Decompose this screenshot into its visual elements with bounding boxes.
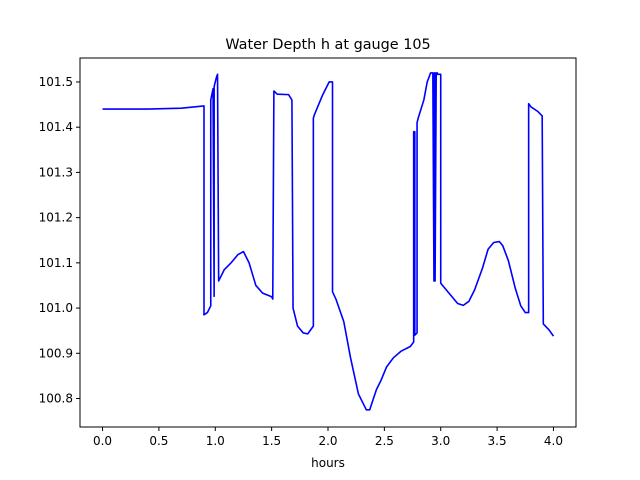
x-tick-label: 0.5: [149, 434, 168, 448]
y-tick-label: 101.1: [39, 256, 73, 270]
x-axis: 0.0 0.5 1.0 1.5 2.0 2.5 3.0 3.5 4.0: [93, 427, 563, 448]
x-tick-label: 0.0: [93, 434, 112, 448]
x-tick-label: 1.0: [206, 434, 225, 448]
plot-frame: [79, 57, 577, 428]
x-tick-label: 2.0: [318, 434, 337, 448]
x-tick-label: 4.0: [544, 434, 563, 448]
series-line-0: [102, 72, 555, 411]
x-tick-label: 2.5: [375, 434, 394, 448]
y-tick-label: 101.5: [39, 75, 73, 89]
chart-title: Water Depth h at gauge 105: [225, 37, 430, 53]
y-tick-label: 101.0: [39, 301, 73, 315]
x-tick-label: 3.5: [488, 434, 507, 448]
plot-area: [102, 72, 555, 411]
y-tick-label: 101.4: [39, 120, 73, 134]
y-tick-label: 101.2: [39, 211, 73, 225]
x-tick-label: 1.5: [262, 434, 281, 448]
y-tick-label: 100.8: [39, 392, 73, 406]
y-tick-label: 100.9: [39, 346, 73, 360]
y-tick-label: 101.3: [39, 165, 73, 179]
y-axis: 100.8 100.9 101.0 101.1 101.2 101.3 101.4 101.5: [39, 75, 80, 406]
x-axis-label: hours: [311, 456, 345, 470]
x-tick-label: 3.0: [431, 434, 450, 448]
